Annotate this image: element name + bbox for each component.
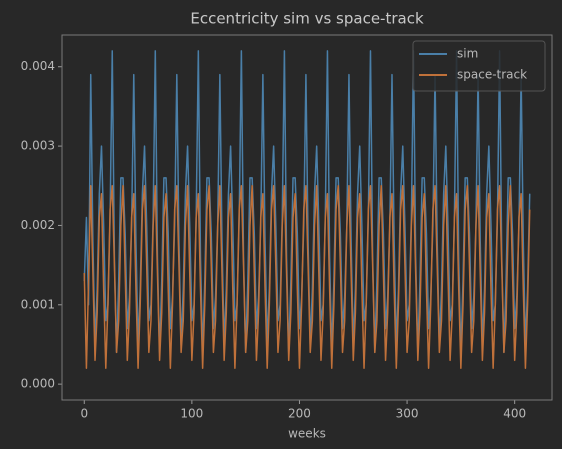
legend-box [412, 40, 546, 92]
chart-title: Eccentricity sim vs space-track [190, 10, 424, 28]
series-line [83, 185, 531, 370]
axes-frame [61, 34, 553, 401]
x-axis-label: weeks [288, 427, 326, 441]
x-tick-label: 200 [288, 407, 311, 421]
y-tick-label: 0.003 [21, 139, 55, 153]
y-tick-label: 0.004 [21, 59, 55, 73]
x-tick-label: 300 [396, 407, 419, 421]
legend: sim space-track [412, 40, 546, 92]
x-tick-label: 400 [503, 407, 526, 421]
y-tick-label: 0.001 [21, 297, 55, 311]
x-tick-label: 0 [80, 407, 88, 421]
x-tick-label: 100 [180, 407, 203, 421]
legend-label: sim [457, 47, 478, 61]
y-tick-label: 0.000 [21, 377, 55, 391]
legend-label: space-track [457, 68, 527, 82]
y-tick-label: 0.002 [21, 218, 55, 232]
